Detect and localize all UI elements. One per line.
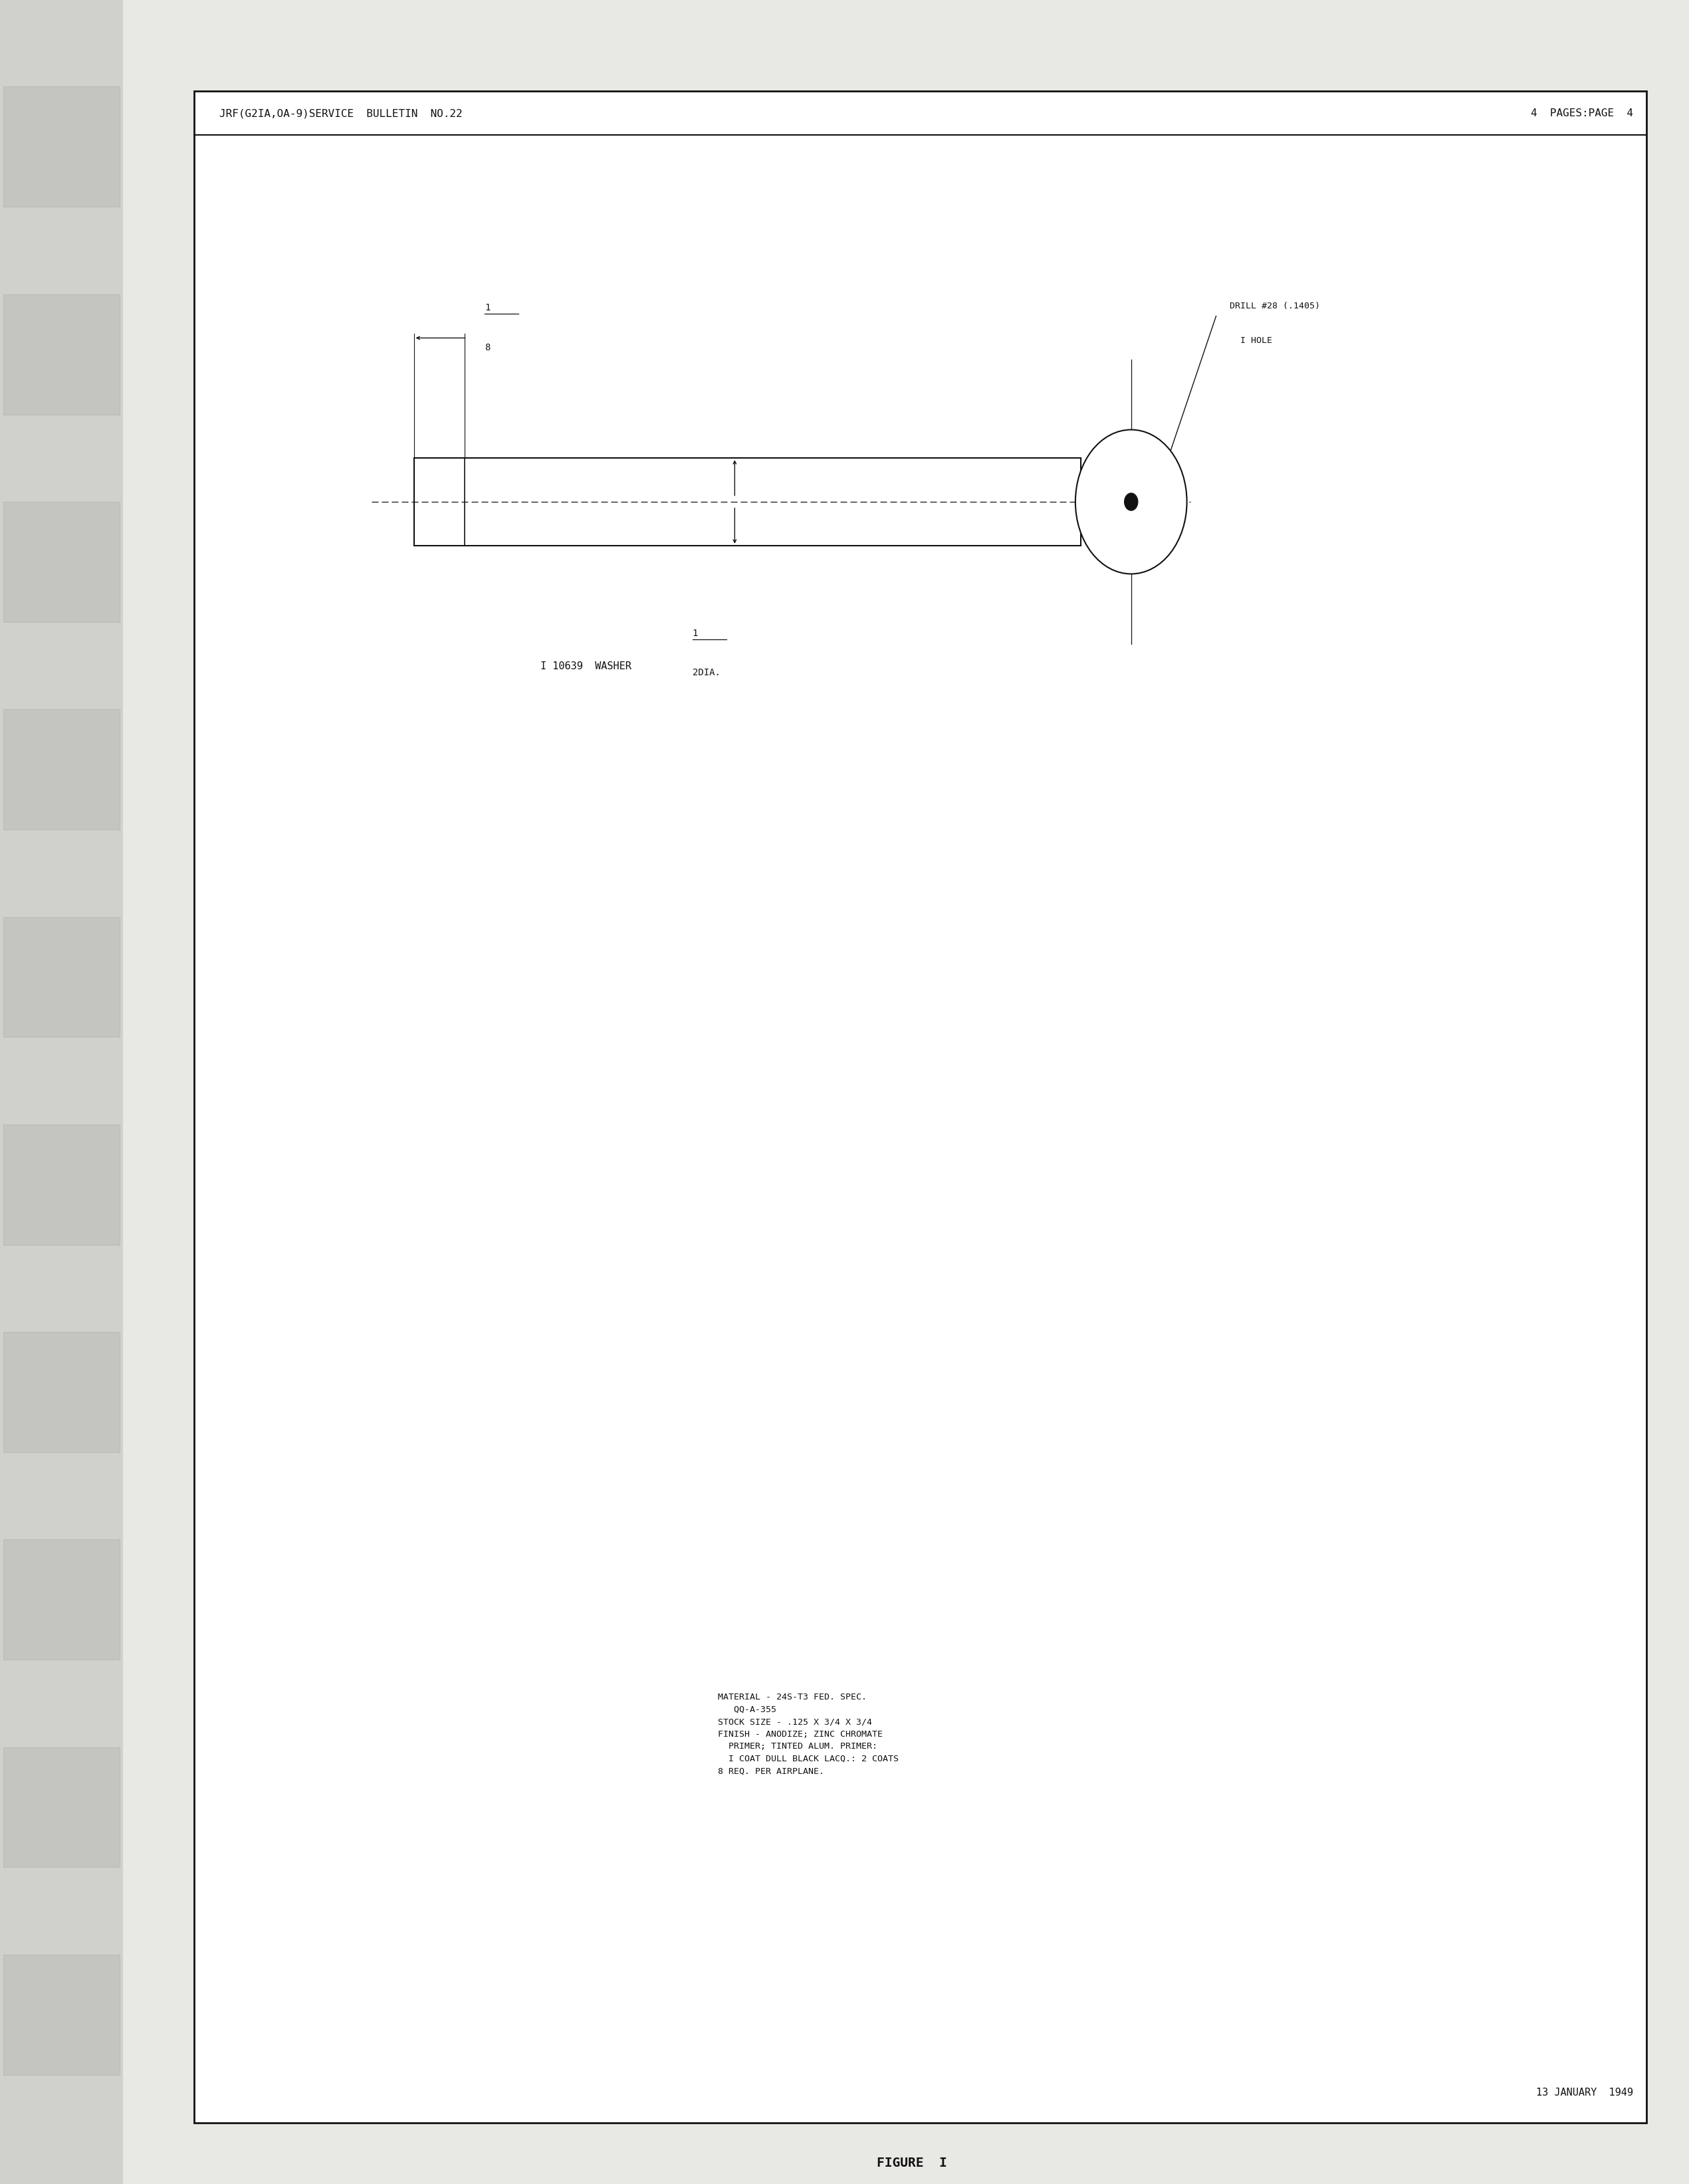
Circle shape (1076, 430, 1187, 574)
Text: JRF(G2IA,OA-9)SERVICE  BULLETIN  NO.22: JRF(G2IA,OA-9)SERVICE BULLETIN NO.22 (220, 109, 463, 118)
Text: 1: 1 (485, 304, 490, 312)
Text: 1: 1 (692, 629, 698, 638)
Text: FIGURE  I: FIGURE I (877, 2156, 948, 2169)
Bar (3, 1955, 120, 2075)
Bar (3, 87, 120, 207)
Bar (3, 1747, 120, 1867)
Text: 8: 8 (485, 343, 490, 352)
Bar (3, 1332, 120, 1452)
Circle shape (1125, 494, 1138, 511)
Text: 2DIA.: 2DIA. (692, 668, 720, 677)
Text: 13 JANUARY  1949: 13 JANUARY 1949 (1537, 2086, 1633, 2097)
Bar (3, 1125, 120, 1245)
Text: MATERIAL - 24S-T3 FED. SPEC.
   QQ-A-355
STOCK SIZE - .125 X 3/4 X 3/4
FINISH - : MATERIAL - 24S-T3 FED. SPEC. QQ-A-355 ST… (718, 1693, 899, 1776)
Text: I HOLE: I HOLE (1230, 336, 1272, 345)
Bar (3, 502, 120, 622)
Text: 4  PAGES:PAGE  4: 4 PAGES:PAGE 4 (1530, 109, 1633, 118)
Bar (3, 295, 120, 415)
Bar (3, 917, 120, 1037)
Bar (3, 710, 120, 830)
Bar (3, 1540, 120, 1660)
Bar (0, 0, 123, 2184)
Text: DRILL #28 (.1405): DRILL #28 (.1405) (1230, 301, 1321, 310)
Bar (414, 459, 1081, 546)
Bar (194, 92, 1647, 2123)
Text: I 10639  WASHER: I 10639 WASHER (540, 662, 632, 670)
